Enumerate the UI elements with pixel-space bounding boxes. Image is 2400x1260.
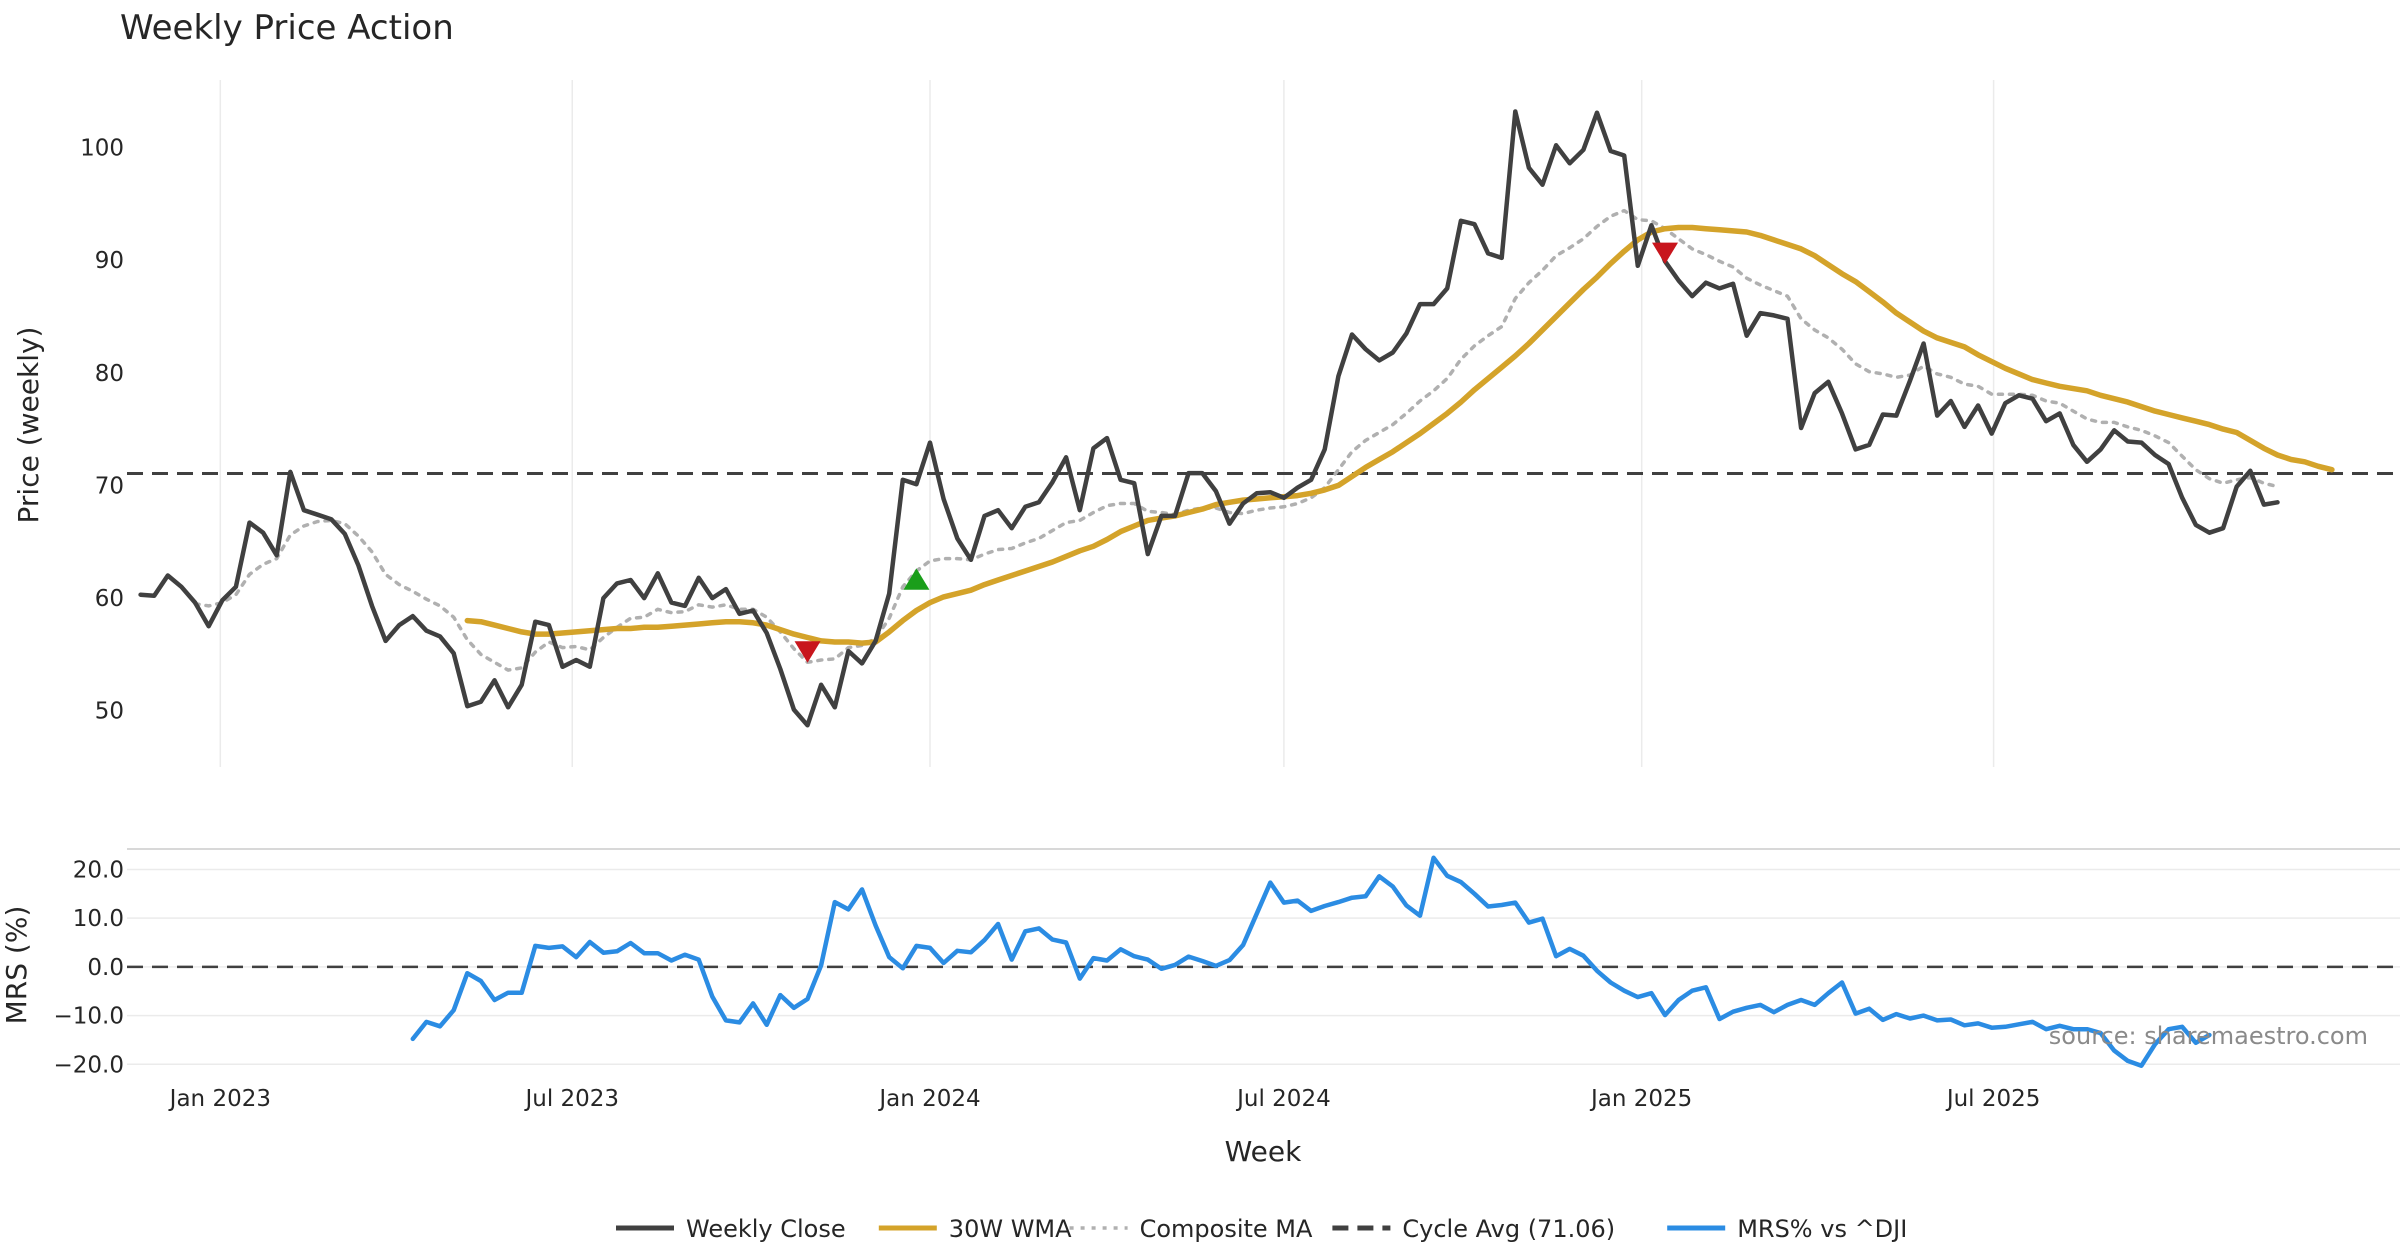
price-y-ticks: 50 60 70 80 90 100 (80, 136, 124, 725)
legend-label-1: 30W WMA (949, 1215, 1072, 1243)
mrs-y-axis-title: MRS (%) (0, 906, 33, 1025)
x-axis-title: Week (1225, 1135, 1302, 1168)
sell-signal-marker-0 (794, 641, 821, 663)
x-tick-2: Jan 2024 (877, 1086, 980, 1112)
price-grid (219, 80, 1995, 767)
composite-ma-line (193, 208, 2280, 672)
legend-label-3: Cycle Avg (71.06) (1402, 1215, 1615, 1243)
x-tick-0: Jan 2023 (168, 1086, 271, 1112)
x-tick-4: Jan 2025 (1589, 1086, 1692, 1112)
legend-label-2: Composite MA (1140, 1215, 1313, 1243)
mrs-y-tick-3: −10.0 (54, 1004, 124, 1030)
sell-signal-marker-2 (1652, 242, 1679, 265)
x-ticks: Jan 2023 Jul 2023 Jan 2024 Jul 2024 Jan 2025… (168, 1086, 2041, 1112)
price-panel: 50 60 70 80 90 100 Price (weekly) (12, 80, 2400, 767)
mrs-y-tick-4: −20.0 (54, 1052, 124, 1078)
mrs-y-tick-0: 20.0 (73, 857, 124, 883)
price-y-tick-4: 90 (95, 248, 124, 274)
x-tick-3: Jul 2024 (1235, 1086, 1331, 1112)
signal-markers (794, 242, 1679, 663)
price-y-tick-2: 70 (95, 473, 124, 499)
price-y-axis-title: Price (weekly) (12, 327, 45, 524)
x-tick-5: Jul 2025 (1945, 1086, 2041, 1112)
x-tick-1: Jul 2023 (523, 1086, 619, 1112)
price-y-tick-3: 80 (95, 361, 124, 387)
mrs-y-ticks: 20.0 10.0 0.0 −10.0 −20.0 (54, 857, 124, 1078)
price-y-tick-0: 50 (95, 699, 124, 725)
mrs-panel: 20.010.00.0−10.0−20.0 Jan 2023 Jul 2023 Ja… (0, 848, 2400, 1168)
buy-signal-marker-1 (903, 568, 930, 590)
mrs-y-tick-1: 10.0 (73, 906, 124, 932)
source-annotation: source: sharemaestro.com (2049, 1022, 2368, 1050)
wma-30w-line (464, 224, 2335, 646)
legend: Weekly Close 30W WMA Composite MA Cycle Avg… (616, 1215, 1907, 1243)
chart-title: Weekly Price Action (120, 8, 454, 48)
mrs-series (410, 855, 2212, 1068)
legend-label-4: MRS% vs ^DJI (1737, 1215, 1907, 1243)
price-series (138, 109, 2335, 728)
price-y-tick-5: 100 (80, 136, 124, 162)
mrs-y-tick-2: 0.0 (87, 955, 124, 981)
legend-label-0: Weekly Close (686, 1215, 846, 1243)
mrs-line (410, 855, 2212, 1068)
weekly-close-line (138, 109, 2280, 728)
price-y-tick-1: 60 (95, 586, 124, 612)
